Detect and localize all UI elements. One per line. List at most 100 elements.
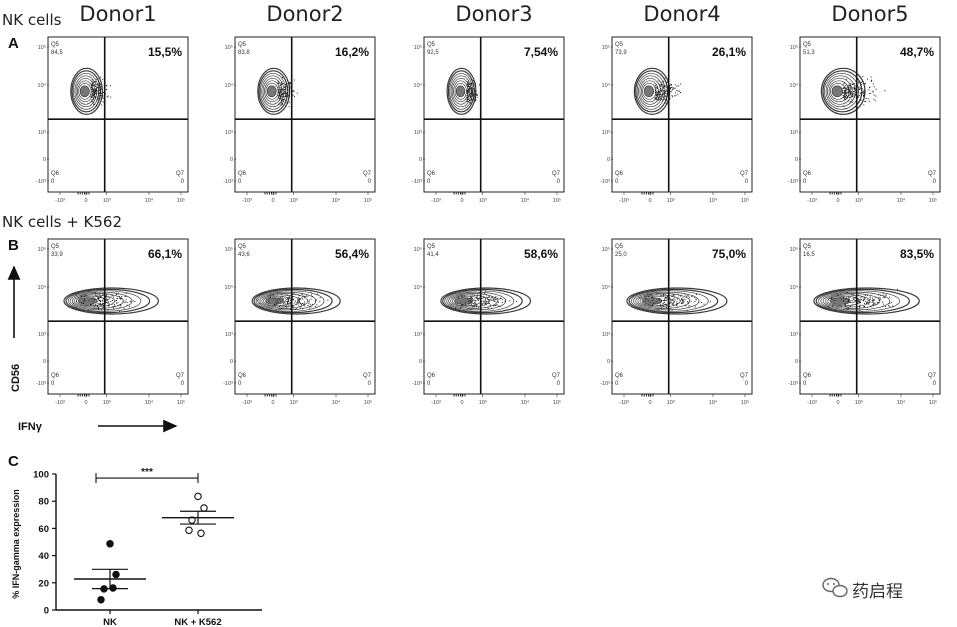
event-dot xyxy=(671,303,673,305)
event-dot xyxy=(256,299,258,301)
event-dot xyxy=(107,302,108,304)
row-b-title: NK cells + K562 xyxy=(2,213,122,231)
event-dot xyxy=(865,98,867,99)
event-dot xyxy=(287,303,289,305)
event-dot xyxy=(98,91,100,93)
event-dot xyxy=(664,302,666,304)
event-dot xyxy=(878,294,880,296)
y-tick-label: 0 xyxy=(795,359,798,365)
event-dot xyxy=(476,297,478,299)
event-dot xyxy=(676,303,678,305)
event-dot xyxy=(95,91,97,93)
contour-line xyxy=(448,293,498,309)
contour-line xyxy=(73,72,99,110)
event-dot xyxy=(319,297,321,299)
event-dot xyxy=(468,92,470,94)
event-dot xyxy=(94,92,96,93)
event-dot xyxy=(854,296,856,298)
event-dot xyxy=(858,81,860,83)
y-tick-label: 0 xyxy=(230,359,233,365)
event-dot xyxy=(667,94,668,96)
event-dot xyxy=(98,303,100,305)
event-dot xyxy=(470,83,472,85)
contour-line xyxy=(454,82,467,100)
event-dot xyxy=(828,298,830,300)
event-dot xyxy=(841,299,843,301)
event-dot xyxy=(287,95,289,97)
q6-label: Q6 xyxy=(238,171,247,177)
event-dot xyxy=(278,88,280,90)
event-dot xyxy=(466,98,468,100)
event-dot xyxy=(124,296,126,297)
q2-percentage: 83,5% xyxy=(900,247,934,261)
event-dot xyxy=(472,94,474,96)
q5-label: Q5 xyxy=(238,244,247,250)
event-dot xyxy=(469,86,470,88)
event-dot xyxy=(666,101,668,103)
event-dot xyxy=(848,95,850,97)
event-dot xyxy=(283,301,285,303)
event-dot xyxy=(657,94,659,96)
event-dot xyxy=(863,83,865,85)
event-dot xyxy=(684,294,686,296)
event-dot xyxy=(466,100,468,102)
event-dot xyxy=(504,300,506,302)
event-dot xyxy=(476,96,478,98)
event-dot xyxy=(289,84,291,86)
event-dot xyxy=(468,96,470,98)
event-dot xyxy=(455,307,457,309)
event-dot xyxy=(664,90,666,92)
y-tick-label: -10³ xyxy=(788,179,798,185)
q7-value: 0 xyxy=(181,179,185,185)
y-tick-label: 10⁵ xyxy=(790,44,798,51)
q2-percentage: 48,7% xyxy=(900,45,934,59)
event-dot xyxy=(289,86,291,88)
event-dot xyxy=(289,308,291,310)
event-dot xyxy=(475,300,477,302)
event-dot xyxy=(849,296,851,298)
event-dot xyxy=(662,89,664,91)
event-dot xyxy=(665,102,667,104)
event-dot xyxy=(286,85,288,87)
event-dot xyxy=(476,294,478,296)
event-dot xyxy=(292,90,294,92)
event-dot xyxy=(474,95,476,97)
q7-label: Q7 xyxy=(363,171,372,177)
event-dot xyxy=(489,299,491,300)
event-dot xyxy=(659,297,661,299)
event-dot xyxy=(852,93,854,95)
event-dot xyxy=(284,89,286,91)
event-dot xyxy=(466,95,468,97)
event-dot xyxy=(655,91,656,93)
event-dot xyxy=(289,305,291,307)
event-dot xyxy=(476,304,478,306)
event-dot xyxy=(468,84,470,85)
event-dot xyxy=(658,91,660,92)
y-tick-label: 10³ xyxy=(414,332,422,338)
x-tick-label: -10³ xyxy=(242,198,252,204)
event-dot xyxy=(118,304,120,306)
event-dot xyxy=(121,296,123,298)
event-dot xyxy=(280,100,282,102)
event-dot xyxy=(294,300,296,302)
event-dot xyxy=(96,301,98,302)
event-dot xyxy=(863,93,865,95)
event-dot xyxy=(688,306,690,308)
event-dot xyxy=(842,84,844,86)
event-dot xyxy=(660,89,662,91)
event-dot xyxy=(469,100,471,101)
event-dot xyxy=(485,299,487,301)
event-dot xyxy=(678,85,679,87)
q7-label: Q7 xyxy=(740,373,749,379)
event-dot xyxy=(99,92,100,94)
x-tick-label: 10⁴ xyxy=(145,399,154,406)
event-dot xyxy=(469,305,471,306)
y-tick-label: 10³ xyxy=(225,332,233,338)
event-dot xyxy=(468,83,470,85)
event-dot xyxy=(691,295,693,297)
event-dot xyxy=(484,299,486,301)
event-dot xyxy=(852,301,854,303)
event-dot xyxy=(678,90,680,92)
event-dot xyxy=(97,87,98,88)
contour-line xyxy=(820,291,891,311)
